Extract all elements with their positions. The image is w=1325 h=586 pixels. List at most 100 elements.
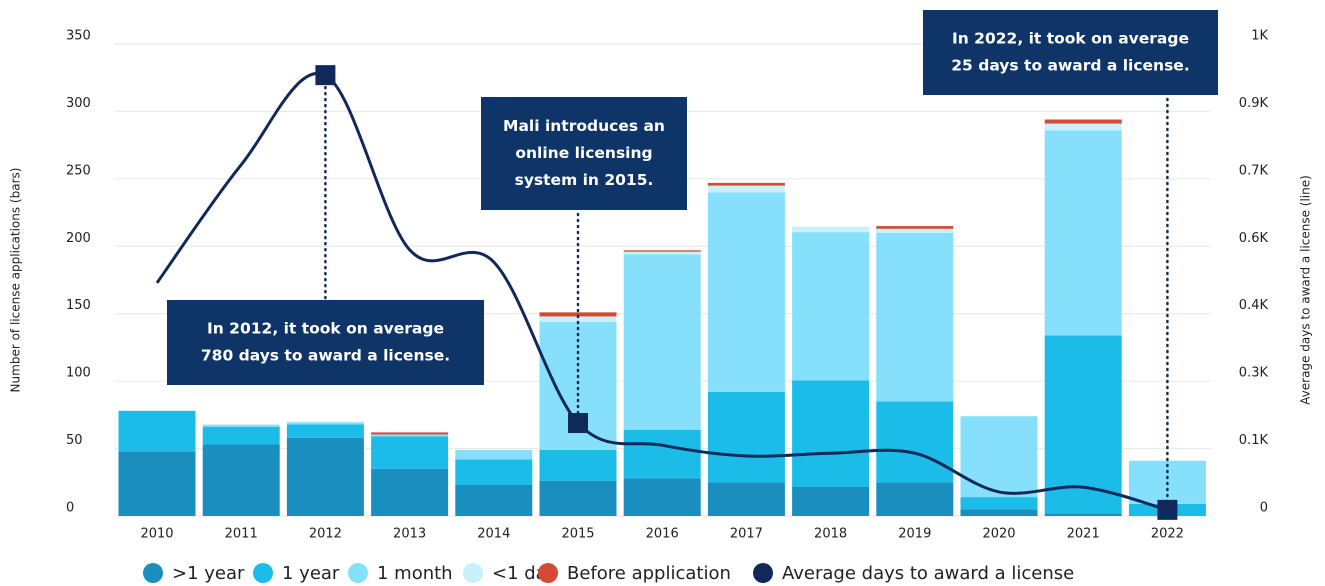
bar-segment <box>202 424 280 427</box>
y-tick-label: 50 <box>66 433 83 448</box>
bar-segment <box>286 422 364 425</box>
y2-tick-label: 0 <box>1260 501 1268 516</box>
y-tick-label: 200 <box>66 231 91 246</box>
y2-tick-label: 0.4K <box>1239 298 1269 313</box>
y2-tick-label: 0.3K <box>1239 366 1269 381</box>
legend-swatch <box>463 563 483 583</box>
bar-segment <box>286 421 364 423</box>
annotation-text: 25 days to award a license. <box>951 57 1189 75</box>
bar-segment <box>371 436 449 469</box>
bar-segment <box>707 182 785 186</box>
bar-segment <box>707 391 785 483</box>
y-tick-label: 0 <box>66 501 74 516</box>
bar-segment <box>1044 335 1122 514</box>
y-tick-label: 250 <box>66 163 91 178</box>
annotation-text: online licensing <box>515 144 652 162</box>
bar-segment <box>792 226 870 233</box>
bar-segment <box>623 429 701 479</box>
x-tick-label: 2021 <box>1067 527 1100 542</box>
bar-segment <box>707 482 785 516</box>
bar-segment <box>623 250 701 252</box>
bar-segment <box>202 426 280 445</box>
bar-segment <box>876 232 954 402</box>
x-tick-label: 2011 <box>225 527 258 542</box>
x-tick-label: 2022 <box>1151 527 1184 542</box>
bar-segment <box>623 254 701 430</box>
annotation-box <box>481 97 687 210</box>
y-tick-label: 350 <box>66 29 91 44</box>
bar-segment <box>455 459 533 485</box>
y-tick-label: 300 <box>66 96 91 111</box>
y2-tick-label: 0.9K <box>1239 96 1269 111</box>
bar-segment <box>876 482 954 516</box>
bar-segment <box>286 437 364 516</box>
x-tick-label: 2014 <box>477 527 510 542</box>
bar-segment <box>202 424 280 425</box>
bar-segment <box>623 478 701 516</box>
x-tick-label: 2018 <box>814 527 847 542</box>
bar-segment <box>960 416 1038 498</box>
bar-segment <box>876 226 954 229</box>
legend-label: 1 month <box>377 563 453 584</box>
legend-swatch <box>538 563 558 583</box>
bar-segment <box>960 497 1038 510</box>
x-tick-label: 2013 <box>393 527 426 542</box>
bar-segment <box>455 484 533 516</box>
bar-segment <box>1044 130 1122 336</box>
bar-segment <box>118 451 196 516</box>
bar-segment <box>1044 513 1122 516</box>
bar-segment <box>1044 123 1122 131</box>
bar-segment <box>539 480 617 516</box>
y-axis-label: Number of license applications (bars) <box>9 168 23 393</box>
y2-tick-label: 1K <box>1251 29 1268 44</box>
bar-segment <box>455 449 533 460</box>
annotation-text: In 2012, it took on average <box>207 320 444 338</box>
annotation-text: system in 2015. <box>515 171 654 189</box>
bar-segment <box>202 444 280 516</box>
bar-segment <box>707 192 785 392</box>
line-marker <box>568 413 588 434</box>
bar-segment <box>371 432 449 435</box>
annotation-box <box>167 300 484 385</box>
annotation-text: 780 days to award a license. <box>201 347 450 365</box>
bar-segment <box>371 434 449 437</box>
annotation-text: In 2022, it took on average <box>952 30 1189 48</box>
y2-tick-label: 0.1K <box>1239 433 1269 448</box>
bar-segment <box>792 232 870 381</box>
bar-segment <box>118 410 196 452</box>
bar-segment <box>960 509 1038 516</box>
bar-segment <box>286 424 364 438</box>
legend-label: Average days to award a license <box>782 563 1074 584</box>
x-tick-label: 2017 <box>730 527 763 542</box>
bar-segment <box>876 401 954 483</box>
y-tick-label: 100 <box>66 366 91 381</box>
legend-label: >1 year <box>172 563 245 584</box>
x-tick-label: 2019 <box>898 527 931 542</box>
bar-segment <box>371 468 449 516</box>
bar-segment <box>539 312 617 317</box>
annotation-text: Mali introduces an <box>503 117 665 135</box>
legend-swatch <box>753 563 773 583</box>
line-marker <box>315 65 336 86</box>
x-tick-label: 2016 <box>646 527 679 542</box>
bar-segment <box>707 185 785 193</box>
legend-swatch <box>143 563 163 583</box>
bar-segment <box>876 228 954 233</box>
legend-swatch <box>253 563 273 583</box>
x-tick-label: 2010 <box>140 527 173 542</box>
legend-swatch <box>348 563 368 583</box>
bar-segment <box>623 251 701 255</box>
x-tick-label: 2020 <box>982 527 1015 542</box>
bar-segment <box>539 316 617 322</box>
line-series <box>155 71 1168 512</box>
legend-label: 1 year <box>282 563 340 584</box>
bar-segment <box>792 487 870 516</box>
bar-segment <box>1044 119 1122 124</box>
y2-tick-label: 0.6K <box>1239 231 1269 246</box>
line-marker <box>1157 499 1178 520</box>
x-tick-label: 2015 <box>561 527 594 542</box>
bar-segment <box>539 449 617 481</box>
bar-segment <box>792 380 870 488</box>
y-tick-label: 150 <box>66 298 91 313</box>
